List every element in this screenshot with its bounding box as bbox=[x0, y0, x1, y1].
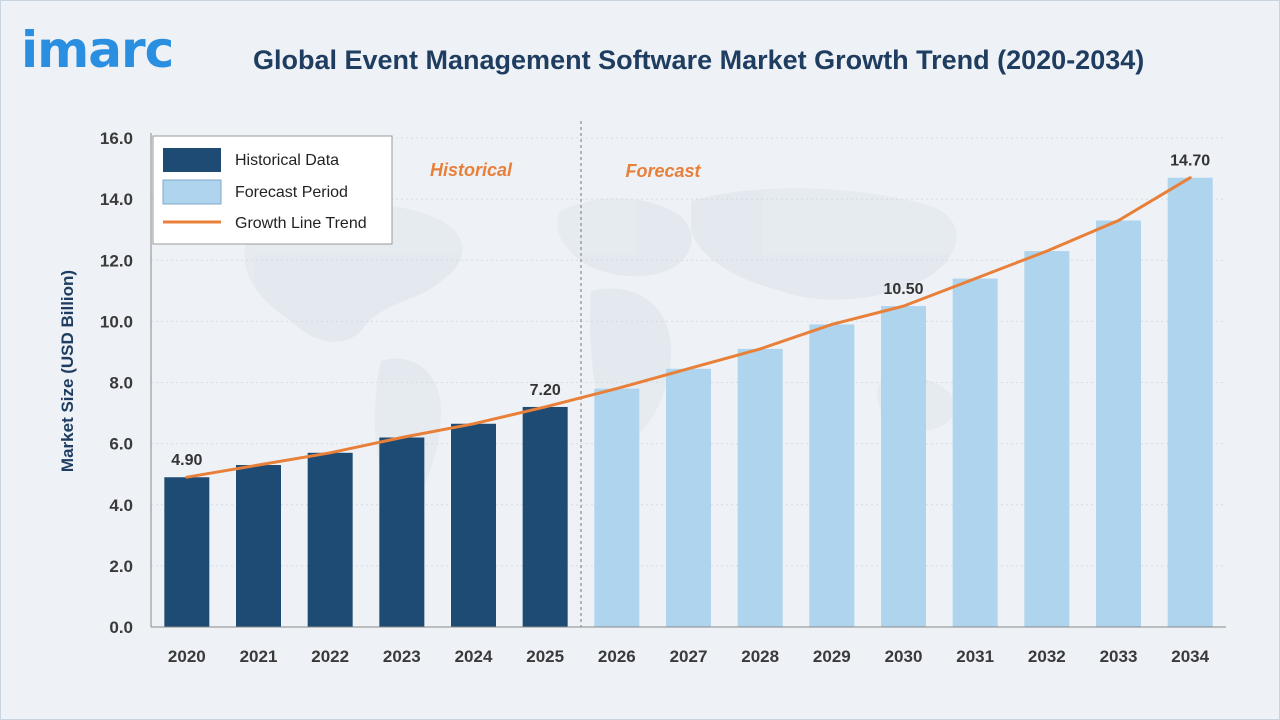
legend-label-forecast: Forecast Period bbox=[235, 184, 348, 201]
data-labels: 4.90 7.20 10.50 14.70 bbox=[171, 153, 1210, 470]
x-tick-label: 2026 bbox=[598, 647, 636, 666]
bar-forecast bbox=[666, 368, 711, 627]
x-tick-label: 2032 bbox=[1028, 647, 1066, 666]
bar-historical bbox=[522, 406, 568, 627]
y-axis-title: Market Size (USD Billion) bbox=[58, 270, 77, 472]
y-tick-label: 14.0 bbox=[100, 190, 133, 209]
bar-forecast bbox=[952, 278, 998, 627]
chart-title: Global Event Management Software Market … bbox=[253, 45, 1145, 75]
x-tick-label: 2033 bbox=[1100, 647, 1138, 666]
y-tick-label: 0.0 bbox=[109, 618, 133, 637]
x-tick-label: 2025 bbox=[526, 647, 564, 666]
x-tick-label: 2029 bbox=[813, 647, 851, 666]
y-tick-label: 10.0 bbox=[100, 312, 133, 331]
bar-forecast bbox=[594, 388, 640, 627]
legend: Historical Data Forecast Period Growth L… bbox=[152, 135, 393, 245]
x-tick-label: 2020 bbox=[168, 647, 206, 666]
imarc-logo: imarc bbox=[21, 21, 174, 79]
x-tick-label: 2028 bbox=[741, 647, 779, 666]
bar-forecast bbox=[809, 324, 855, 627]
y-axis-ticks: 0.0 2.0 4.0 6.0 8.0 10.0 12.0 14.0 16.0 bbox=[100, 129, 133, 637]
bar-historical bbox=[236, 465, 281, 627]
bar-historical bbox=[451, 423, 496, 627]
y-tick-label: 12.0 bbox=[100, 251, 133, 270]
bars bbox=[164, 177, 1213, 628]
bar-forecast bbox=[1024, 251, 1070, 628]
y-tick-label: 16.0 bbox=[100, 129, 133, 148]
bar-forecast bbox=[881, 306, 926, 627]
x-tick-label: 2022 bbox=[311, 647, 349, 666]
x-tick-label: 2031 bbox=[956, 647, 994, 666]
x-tick-label: 2021 bbox=[240, 647, 278, 666]
y-tick-label: 6.0 bbox=[109, 435, 133, 454]
data-label: 10.50 bbox=[883, 281, 923, 298]
x-tick-label: 2024 bbox=[455, 647, 493, 666]
growth-trend-line bbox=[185, 176, 1192, 479]
y-tick-label: 4.0 bbox=[109, 496, 133, 515]
bar-forecast bbox=[1096, 220, 1141, 628]
x-tick-label: 2027 bbox=[670, 647, 708, 666]
historical-annotation: Historical bbox=[430, 160, 513, 180]
y-tick-label: 8.0 bbox=[109, 374, 133, 393]
x-tick-label: 2034 bbox=[1171, 647, 1209, 666]
bar-historical bbox=[307, 452, 353, 627]
legend-label-historical: Historical Data bbox=[235, 152, 339, 169]
data-label: 7.20 bbox=[530, 382, 561, 399]
bar-historical bbox=[164, 477, 210, 627]
bar-historical bbox=[379, 437, 425, 627]
forecast-annotation: Forecast bbox=[625, 161, 701, 181]
y-tick-label: 2.0 bbox=[109, 557, 133, 576]
x-axis-ticks: 2020 2021 2022 2023 2024 2025 2026 2027 2028 2029… bbox=[168, 647, 1210, 666]
bar-forecast bbox=[1167, 177, 1213, 627]
data-label: 14.70 bbox=[1170, 153, 1210, 170]
legend-swatch-historical bbox=[163, 148, 221, 172]
x-tick-label: 2023 bbox=[383, 647, 421, 666]
legend-swatch-forecast bbox=[162, 179, 222, 205]
x-tick-label: 2030 bbox=[885, 647, 923, 666]
legend-label-trend: Growth Line Trend bbox=[235, 215, 367, 232]
bar-forecast bbox=[737, 348, 783, 627]
data-label: 4.90 bbox=[171, 452, 202, 469]
